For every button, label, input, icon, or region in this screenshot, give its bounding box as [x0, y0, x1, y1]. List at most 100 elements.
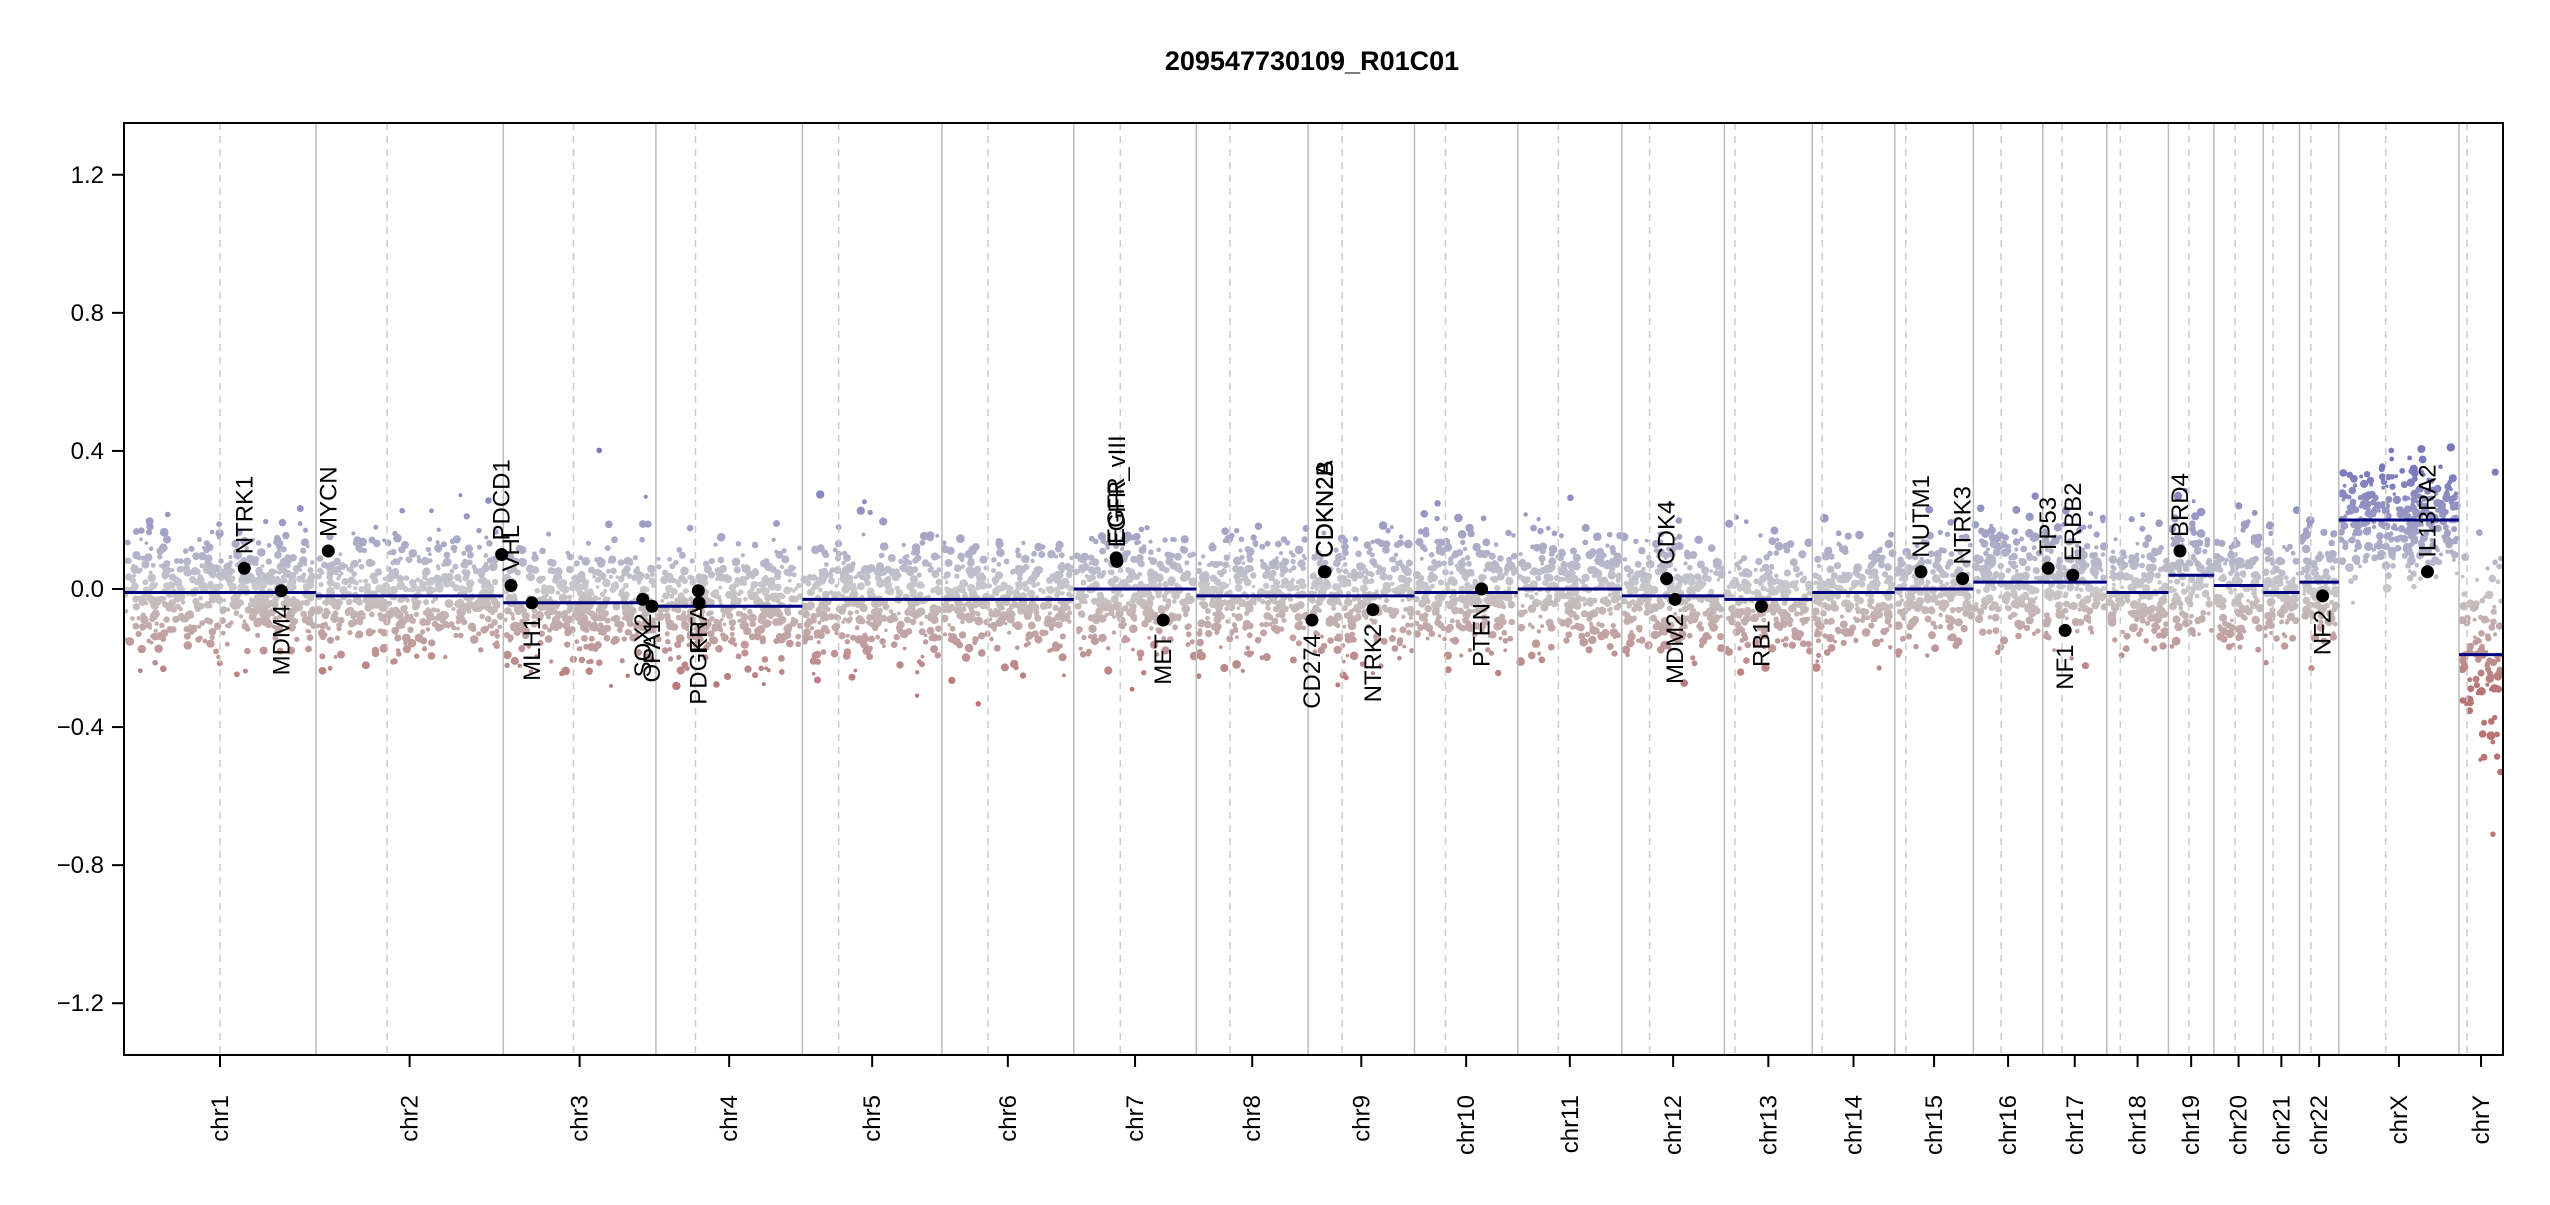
probe-point — [216, 521, 223, 528]
probe-point — [1289, 634, 1297, 642]
probe-point — [1327, 637, 1334, 644]
probe-point — [1950, 573, 1955, 578]
probe-point — [875, 634, 880, 640]
probe-point — [1616, 575, 1622, 580]
probe-point — [1244, 610, 1250, 616]
probe-point — [1391, 645, 1399, 652]
probe-point — [667, 556, 672, 562]
probe-point — [1405, 622, 1411, 628]
probe-point — [334, 635, 340, 641]
probe-point — [173, 595, 181, 603]
probe-point — [656, 564, 662, 570]
probe-point — [504, 662, 510, 669]
probe-point — [988, 608, 993, 613]
probe-point — [1841, 571, 1846, 576]
probe-point — [1261, 564, 1266, 569]
probe-point — [1481, 574, 1487, 580]
probe-point — [355, 611, 363, 619]
probe-point — [1673, 584, 1681, 593]
probe-point — [431, 607, 437, 613]
probe-point — [152, 659, 158, 666]
probe-point — [853, 575, 858, 580]
probe-point — [882, 644, 886, 648]
probe-point — [1428, 630, 1436, 637]
probe-point — [1960, 591, 1966, 597]
probe-point — [1273, 625, 1281, 633]
probe-point — [1586, 616, 1593, 622]
probe-point — [1290, 553, 1296, 558]
probe-point — [1301, 536, 1309, 543]
probe-point — [289, 554, 297, 562]
probe-point — [616, 627, 623, 633]
probe-point — [1687, 564, 1693, 571]
probe-point — [848, 673, 856, 681]
probe-point — [2010, 552, 2018, 561]
probe-point — [814, 634, 818, 639]
probe-point — [322, 600, 327, 605]
probe-point — [1420, 510, 1428, 518]
probe-point — [880, 580, 884, 585]
probe-point — [1275, 613, 1281, 618]
probe-point — [436, 527, 441, 532]
probe-point — [1605, 543, 1610, 548]
probe-point — [596, 614, 604, 622]
probe-point — [1438, 595, 1446, 602]
probe-point — [1798, 550, 1807, 559]
probe-point — [1023, 583, 1027, 588]
probe-point — [1855, 609, 1861, 615]
probe-point — [497, 624, 503, 630]
probe-point — [1437, 634, 1442, 638]
probe-point — [1989, 523, 1994, 528]
probe-point — [379, 596, 385, 602]
probe-point — [1047, 649, 1052, 653]
probe-point — [1859, 607, 1868, 616]
probe-point — [347, 630, 353, 636]
probe-point — [534, 587, 540, 594]
probe-point — [1049, 626, 1054, 632]
probe-point — [1290, 558, 1296, 565]
probe-point — [275, 576, 281, 581]
probe-point — [632, 597, 638, 603]
probe-point — [1828, 553, 1835, 560]
probe-point — [1232, 626, 1239, 632]
probe-point — [419, 618, 428, 626]
probe-point — [531, 608, 538, 614]
probe-point — [1385, 528, 1391, 534]
probe-point — [1740, 618, 1745, 624]
probe-point — [1449, 618, 1455, 624]
probe-point — [478, 576, 487, 585]
probe-point — [428, 639, 436, 647]
probe-point — [665, 572, 674, 581]
probe-point — [220, 606, 228, 613]
probe-point — [1699, 636, 1708, 646]
probe-point — [1783, 547, 1791, 554]
probe-point — [614, 621, 620, 628]
probe-point — [1213, 596, 1218, 602]
probe-point — [1589, 565, 1598, 574]
probe-point — [190, 567, 199, 576]
probe-point — [1639, 583, 1644, 588]
probe-point — [1218, 645, 1223, 649]
probe-point — [332, 561, 338, 567]
probe-point — [173, 558, 180, 564]
probe-point — [1980, 602, 1988, 611]
probe-point — [1359, 584, 1368, 593]
probe-point — [427, 652, 436, 660]
probe-point — [462, 575, 469, 582]
probe-point — [993, 644, 1001, 652]
probe-point — [1506, 561, 1513, 568]
probe-point — [1815, 616, 1821, 622]
probe-point — [476, 631, 482, 637]
probe-point — [208, 566, 216, 574]
probe-point — [231, 539, 240, 548]
probe-point — [1792, 565, 1800, 573]
probe-point — [465, 596, 473, 603]
probe-point — [859, 618, 866, 625]
probe-point — [1242, 619, 1251, 629]
probe-point — [1980, 539, 1989, 548]
probe-point — [2002, 534, 2009, 541]
probe-point — [188, 545, 195, 552]
probe-point — [1403, 606, 1409, 612]
probe-point — [1536, 517, 1541, 522]
probe-point — [1309, 598, 1316, 604]
